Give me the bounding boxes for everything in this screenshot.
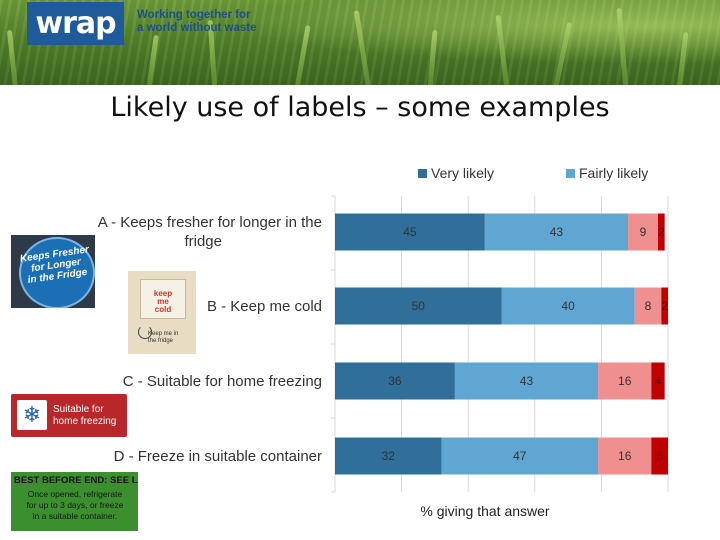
- category-label-a: A - Keeps fresher for longer in the frid…: [62, 213, 322, 251]
- category-label-d: D - Freeze in suitable container: [113, 448, 322, 465]
- label-image-home-freezing: ❄ Suitable for home freezing: [11, 394, 127, 437]
- logo-text: wrap: [35, 6, 116, 41]
- bar-segment-cat0-series1: [484, 213, 629, 251]
- bar-segment-cat2-series3: [651, 362, 665, 400]
- data-label-cat0-series3: 2: [658, 225, 665, 239]
- tagline: Working together for a world without was…: [137, 9, 287, 35]
- image-c-line-1: Suitable for: [53, 404, 104, 415]
- tagline-line-2: a world without waste: [137, 22, 257, 34]
- data-label-cat2-series3: 4: [655, 374, 662, 388]
- category-label-b: B - Keep me cold: [206, 298, 322, 315]
- bar-segment-cat0-series3: [658, 213, 665, 251]
- label-image-keeps-fresher: Keeps Fresher for Longer in the Fridge: [11, 235, 95, 308]
- snowflake-icon: ❄: [17, 400, 47, 430]
- legend-item-fairly-likely: Fairly likely: [566, 165, 648, 181]
- bar-segment-cat2-series0: [335, 362, 455, 400]
- label-image-best-before: BEST BEFORE END: SEE LID Once opened, re…: [11, 472, 138, 531]
- refresh-arrow-icon: [138, 325, 152, 339]
- label-image-keep-me-cold: keep me cold Keep me in the fridge: [128, 271, 196, 354]
- bar-segment-cat1-series1: [501, 287, 635, 325]
- data-label-cat1-series2: 8: [645, 299, 652, 313]
- category-label-a-line-1: A - Keeps fresher for longer in the: [97, 214, 322, 231]
- bar-segment-cat3-series1: [441, 437, 599, 475]
- image-d-line-1: Once opened, refrigerate: [27, 489, 123, 499]
- bar-segment-cat3-series0: [335, 437, 442, 475]
- bar-segment-cat2-series1: [454, 362, 599, 400]
- legend-item-very-likely: Very likely: [418, 165, 494, 181]
- data-label-cat0-series0: 45: [403, 225, 417, 239]
- slide-title: Likely use of labels – some examples: [110, 92, 610, 123]
- bar-segment-cat1-series3: [661, 287, 668, 325]
- image-d-line-3: in a suitable container.: [32, 511, 118, 521]
- category-label-c: C - Suitable for home freezing: [122, 373, 322, 390]
- wrap-logo: wrap: [27, 2, 124, 45]
- tagline-line-1: Working together for: [137, 9, 251, 21]
- data-label-cat0-series1: 43: [550, 225, 564, 239]
- data-label-cat2-series2: 16: [618, 374, 632, 388]
- bar-segment-cat1-series2: [634, 287, 662, 325]
- category-label-a-line-2: fridge: [184, 233, 222, 250]
- bar-segment-cat3-series3: [651, 437, 668, 475]
- legend-label-fairly-likely: Fairly likely: [579, 165, 649, 181]
- data-label-cat1-series3: 2: [661, 299, 668, 313]
- bar-segment-cat2-series2: [598, 362, 652, 400]
- bar-segment-cat3-series2: [598, 437, 652, 475]
- bar-segment-cat0-series0: [335, 213, 485, 251]
- header-banner: wrap Working together for a world withou…: [0, 0, 720, 85]
- image-b-line-3: cold: [154, 305, 172, 314]
- bar-segment-cat0-series2: [628, 213, 659, 251]
- data-label-cat2-series1: 43: [520, 374, 534, 388]
- data-label-cat1-series1: 40: [561, 299, 575, 313]
- image-d-heading: BEST BEFORE END: SEE LID: [14, 475, 138, 486]
- legend-swatch-very-likely: [418, 168, 427, 178]
- data-label-cat2-series0: 36: [388, 374, 402, 388]
- image-b-line-1: keep: [153, 289, 173, 298]
- image-b-small-2: the fridge: [148, 338, 174, 344]
- bar-segment-cat1-series0: [335, 287, 502, 325]
- data-label-cat3-series3: 5: [656, 449, 663, 463]
- x-axis-label: % giving that answer: [420, 503, 550, 519]
- image-c-line-2: home freezing: [53, 416, 117, 427]
- data-label-cat0-series2: 9: [640, 225, 647, 239]
- image-d-line-2: for up to 3 days, or freeze: [26, 500, 124, 510]
- image-b-small-1: Keep me in: [148, 331, 179, 337]
- legend-swatch-fairly-likely: [566, 168, 575, 178]
- data-label-cat3-series1: 47: [513, 449, 527, 463]
- image-b-line-2: me: [157, 297, 169, 306]
- data-label-cat3-series2: 16: [618, 449, 632, 463]
- data-label-cat1-series0: 50: [412, 299, 426, 313]
- legend-label-very-likely: Very likely: [431, 165, 495, 181]
- data-label-cat3-series0: 32: [382, 449, 396, 463]
